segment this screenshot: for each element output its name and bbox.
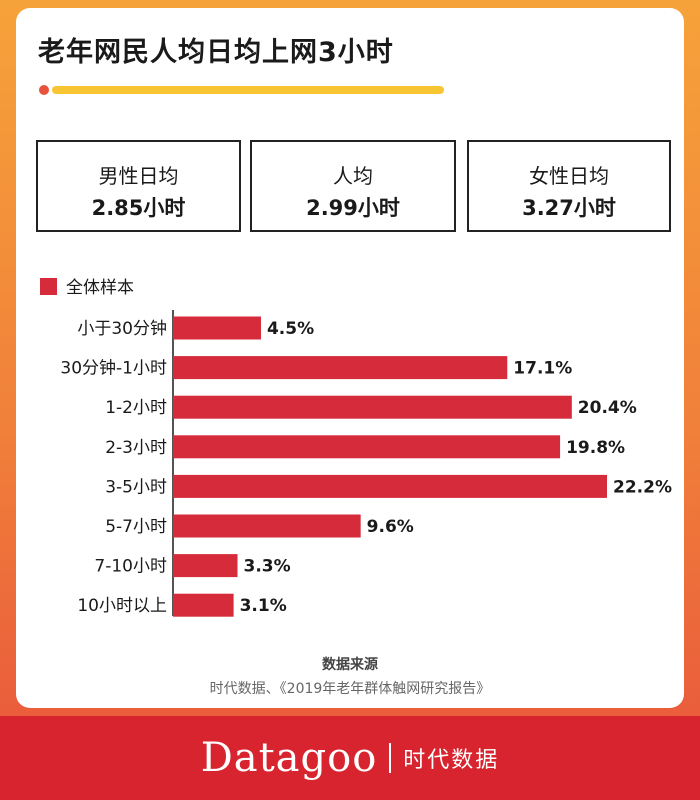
stat-box-male: 男性日均 2.85小时 <box>36 140 241 232</box>
stat-label-average: 人均 <box>333 164 373 188</box>
category-label: 5-7小时 <box>105 517 167 537</box>
brand-name: 时代数据 <box>403 748 500 773</box>
bar <box>173 356 508 380</box>
page-title: 老年网民人均日均上网3小时 <box>38 37 394 68</box>
bars-group: 小于30分钟 4.5% 30分钟-1小时 17.1% 1-2小时 20.4% 2-3小时 19… <box>60 316 672 617</box>
chart-legend: 全体样本 <box>40 278 134 298</box>
category-label: 7-10小时 <box>94 557 167 577</box>
bar <box>173 554 238 578</box>
bar <box>173 395 572 419</box>
bar <box>173 435 561 459</box>
category-label: 2-3小时 <box>105 438 167 458</box>
stat-value-female: 3.27小时 <box>522 196 616 220</box>
underline-dot <box>39 85 49 95</box>
value-label: 3.3% <box>244 557 291 577</box>
main-card: 老年网民人均日均上网3小时 男性日均 2.85小时 人均 2.99小时 女性日均… <box>16 8 684 708</box>
bar <box>173 316 261 340</box>
value-label: 17.1% <box>513 359 572 379</box>
stat-value-average: 2.99小时 <box>306 196 400 220</box>
value-label: 22.2% <box>613 477 672 497</box>
bar <box>173 514 361 538</box>
category-label: 1-2小时 <box>105 398 167 418</box>
stat-box-average: 人均 2.99小时 <box>250 140 456 232</box>
bar <box>173 474 607 498</box>
source-heading: 数据来源 <box>322 657 378 673</box>
value-label: 9.6% <box>367 517 414 537</box>
stat-label-female: 女性日均 <box>529 164 609 188</box>
bar <box>173 593 234 617</box>
stat-value-male: 2.85小时 <box>91 196 186 220</box>
title-underline <box>39 85 444 95</box>
value-label: 3.1% <box>240 596 287 616</box>
underline-bar <box>52 86 444 94</box>
value-label: 4.5% <box>267 319 314 339</box>
value-label: 20.4% <box>578 398 637 418</box>
category-label: 30分钟-1小时 <box>60 359 167 379</box>
logo-divider <box>389 743 392 773</box>
legend-swatch <box>40 278 57 295</box>
category-label: 小于30分钟 <box>77 319 167 339</box>
stat-box-female: 女性日均 3.27小时 <box>467 140 671 232</box>
category-label: 3-5小时 <box>105 477 167 497</box>
value-label: 19.8% <box>566 438 625 458</box>
stat-label-male: 男性日均 <box>98 164 179 188</box>
footer-banner: Datagoo 时代数据 <box>0 716 700 800</box>
category-label: 10小时以上 <box>77 596 167 616</box>
bar-chart: 全体样本 小于30分钟 4.5% 30分钟-1小时 17.1% 1-2小时 20.4% 2-… <box>40 278 672 617</box>
datagoo-logo: Datagoo <box>200 735 378 781</box>
legend-label: 全体样本 <box>66 278 134 298</box>
source-text: 时代数据、《2019年老年群体触网研究报告》 <box>209 681 491 697</box>
